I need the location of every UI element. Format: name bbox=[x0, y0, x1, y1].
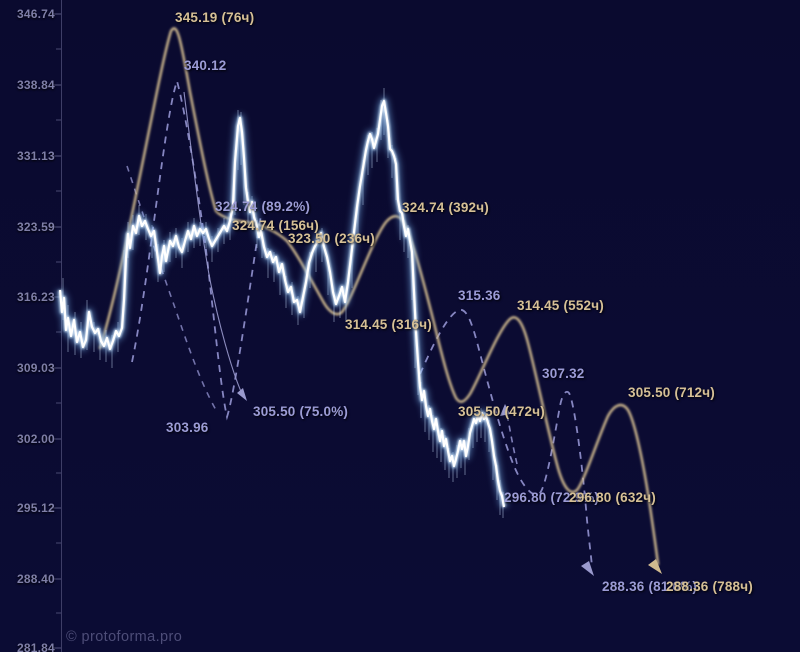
y-axis-major-ticks bbox=[53, 13, 61, 649]
cycle-confidence-label: 324.74 (89.2%) bbox=[215, 199, 311, 214]
y-axis-label: 338.84 bbox=[17, 78, 55, 92]
y-axis-label: 309.03 bbox=[17, 361, 55, 375]
composite-extremum-label: 296.80 (632ч) bbox=[569, 490, 656, 505]
y-axis-label: 302.00 bbox=[17, 432, 55, 446]
cycle-confidence-label: 296.80 (72.9%) bbox=[504, 490, 600, 505]
cycle-stub-up-arrowhead bbox=[500, 404, 510, 416]
y-axis-label: 316.23 bbox=[17, 290, 55, 304]
y-axis-label: 323.59 bbox=[17, 220, 55, 234]
composite-forecast-curve bbox=[98, 27, 660, 566]
cycle-tail-arrow-line bbox=[183, 91, 244, 397]
price-line bbox=[56, 97, 508, 508]
y-axis-label: 288.40 bbox=[17, 572, 55, 586]
cycle-confidence-label: 305.50 (75.0%) bbox=[253, 404, 349, 419]
cycle-peak-label: 307.32 bbox=[542, 366, 585, 381]
y-axis-minor-ticks bbox=[56, 48, 61, 614]
composite-extremum-label: 324.74 (392ч) bbox=[402, 200, 489, 215]
composite-extremum-label: 324.74 (156ч) bbox=[232, 218, 319, 233]
cycle-tail-arrowhead bbox=[237, 388, 247, 401]
cycle-peak-label: 340.12 bbox=[184, 58, 227, 73]
composite-extremum-label: 323.50 (236ч) bbox=[288, 231, 375, 246]
composite-extremum-label: 305.50 (712ч) bbox=[628, 385, 715, 400]
composite-forecast-arrowhead bbox=[648, 559, 662, 574]
composite-extremum-label: 288.36 (788ч) bbox=[666, 579, 753, 594]
cycle-trough-label: 303.96 bbox=[166, 420, 209, 435]
y-axis-label: 295.12 bbox=[17, 501, 55, 515]
cycle-peak-label: 315.36 bbox=[458, 288, 501, 303]
y-axis-label: 281.84 bbox=[17, 641, 55, 652]
cycle-curve-2-arrowhead bbox=[581, 561, 594, 576]
composite-extremum-label: 314.45 (316ч) bbox=[345, 317, 432, 332]
price-wicks bbox=[62, 88, 504, 518]
composite-extremum-label: 305.50 (472ч) bbox=[458, 404, 545, 419]
composite-extremum-label: 345.19 (76ч) bbox=[175, 10, 255, 25]
cycle-confidence-label: 288.36 (81.6%) bbox=[602, 579, 698, 594]
cycle-stub-up bbox=[506, 413, 518, 465]
watermark: © protoforma.pro bbox=[66, 629, 183, 645]
y-axis-label: 331.13 bbox=[17, 149, 55, 163]
cycle-curve-1b bbox=[126, 165, 217, 411]
y-axis-label: 346.74 bbox=[17, 7, 55, 21]
composite-extremum-label: 314.45 (552ч) bbox=[517, 298, 604, 313]
